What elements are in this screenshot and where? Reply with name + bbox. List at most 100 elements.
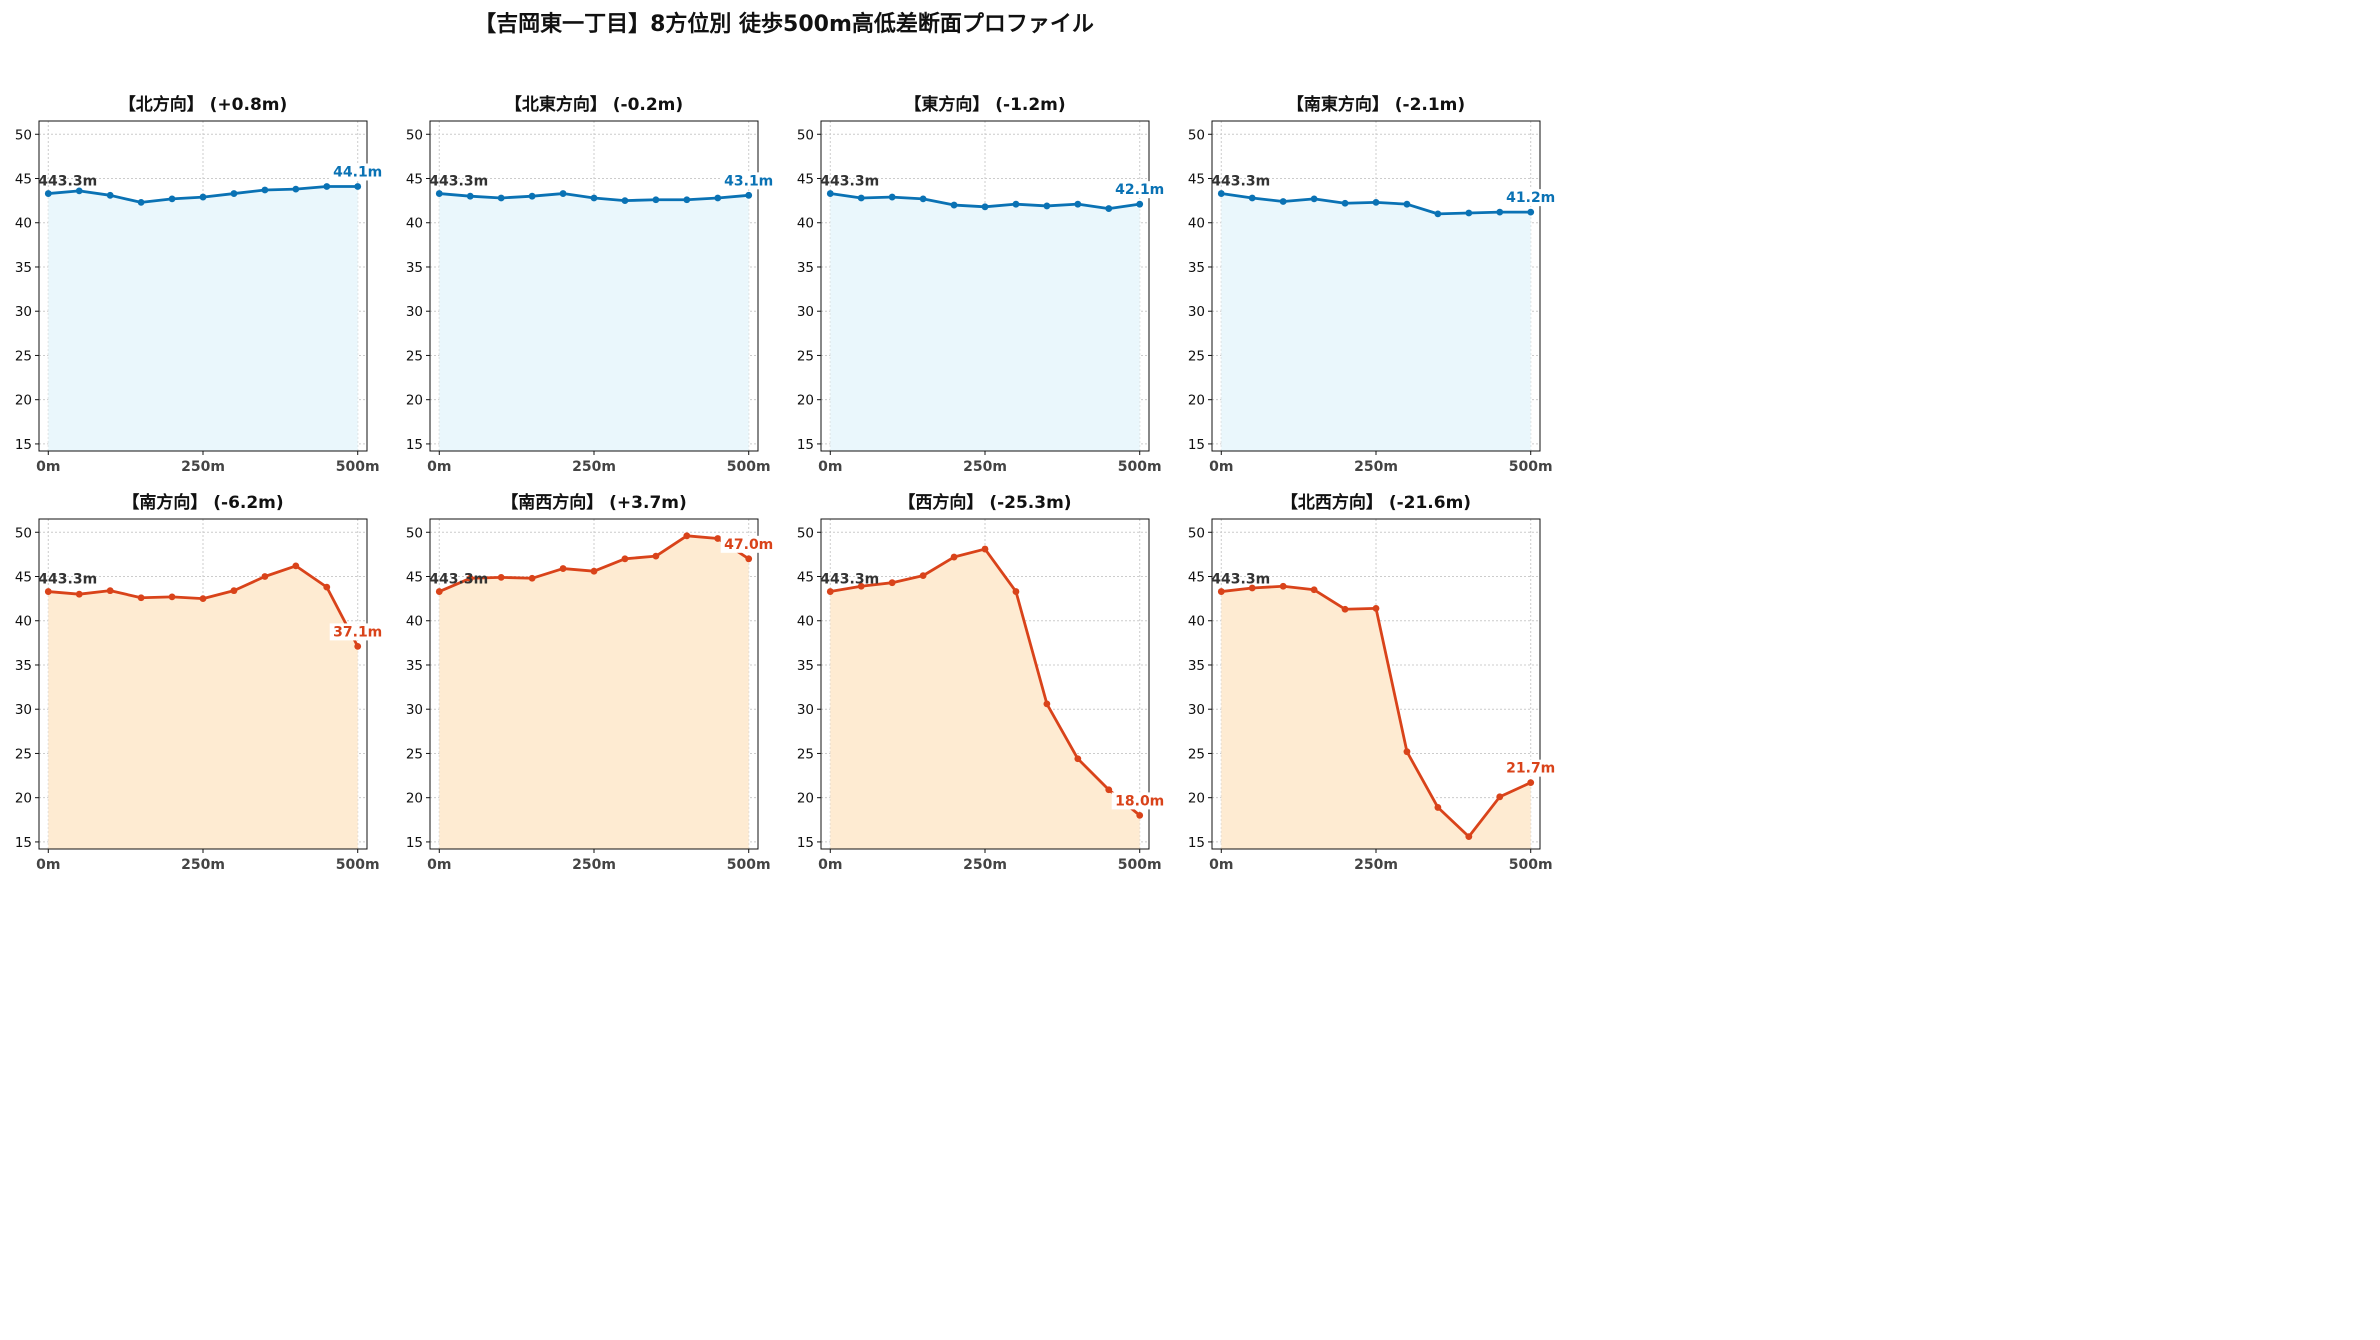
y-tick-label: 20 <box>1188 393 1205 409</box>
y-tick-label: 45 <box>406 172 423 188</box>
data-point <box>950 201 958 209</box>
x-tick-label: 500m <box>1509 459 1553 475</box>
y-tick-label: 50 <box>797 127 814 143</box>
y-tick-label: 30 <box>15 702 32 718</box>
y-tick-label: 25 <box>15 746 32 762</box>
y-tick-label: 15 <box>797 437 814 453</box>
data-point <box>292 185 300 193</box>
data-point <box>826 588 834 595</box>
x-tick-label: 250m <box>572 857 616 873</box>
data-point <box>466 574 474 582</box>
y-tick-label: 35 <box>1188 260 1205 276</box>
y-tick-label: 50 <box>1188 127 1205 143</box>
data-point <box>230 587 238 595</box>
end-label-box <box>1111 792 1168 810</box>
data-point <box>683 532 691 540</box>
y-tick-label: 25 <box>797 746 814 762</box>
y-tick-label: 35 <box>1188 658 1205 674</box>
start-elevation-label: 443.3m <box>820 572 879 588</box>
y-tick-label: 40 <box>15 614 32 630</box>
y-tick-label: 20 <box>406 393 423 409</box>
y-tick-label: 35 <box>406 658 423 674</box>
start-elevation-label: 443.3m <box>429 174 488 190</box>
data-point <box>1074 755 1082 763</box>
y-tick-label: 40 <box>1188 216 1205 232</box>
data-point <box>137 594 145 602</box>
area-fill <box>48 565 358 849</box>
area-fill <box>830 549 1140 849</box>
data-point <box>1105 205 1113 212</box>
data-point <box>435 190 443 197</box>
end-label-box <box>329 623 386 641</box>
end-label-box <box>720 535 777 553</box>
panel-title: 【南方向】 (-6.2m) <box>122 492 283 513</box>
y-tick-label: 35 <box>406 260 423 276</box>
data-point <box>714 535 722 542</box>
y-tick-label: 45 <box>1188 570 1205 586</box>
data-point <box>75 187 83 195</box>
x-tick-label: 250m <box>572 459 616 475</box>
data-point <box>44 588 52 595</box>
y-tick-label: 35 <box>15 260 32 276</box>
x-tick-label: 500m <box>1118 459 1162 475</box>
y-tick-label: 25 <box>406 348 423 364</box>
end-elevation-label: 37.1m <box>333 624 382 640</box>
y-tick-label: 50 <box>406 525 423 541</box>
data-point <box>1105 786 1113 794</box>
data-point <box>354 642 362 650</box>
panel-title: 【南東方向】 (-2.1m) <box>1287 94 1465 115</box>
data-point <box>1465 209 1473 217</box>
y-tick-label: 35 <box>797 260 814 276</box>
y-tick-label: 20 <box>15 791 32 807</box>
data-point <box>857 194 865 202</box>
data-point <box>981 545 989 553</box>
data-point <box>1341 605 1349 613</box>
x-tick-label: 500m <box>727 459 771 475</box>
data-point <box>466 192 474 200</box>
data-point <box>230 190 238 197</box>
area-fill <box>439 535 749 849</box>
panel-title: 【西方向】 (-25.3m) <box>898 492 1071 513</box>
y-tick-label: 15 <box>406 835 423 851</box>
data-point <box>745 191 753 199</box>
data-point <box>292 562 300 570</box>
y-tick-label: 30 <box>15 304 32 320</box>
data-point <box>1217 588 1225 595</box>
data-point <box>1527 208 1535 216</box>
x-tick-label: 250m <box>181 459 225 475</box>
y-tick-label: 20 <box>1188 791 1205 807</box>
data-point <box>714 194 722 202</box>
data-point <box>1403 748 1411 756</box>
y-tick-label: 20 <box>797 393 814 409</box>
data-point <box>199 595 207 603</box>
data-point <box>1248 194 1256 202</box>
area-fill <box>48 186 358 451</box>
x-tick-label: 0m <box>818 857 842 873</box>
y-tick-label: 45 <box>1188 172 1205 188</box>
start-elevation-label: 443.3m <box>38 174 97 190</box>
y-tick-label: 30 <box>797 304 814 320</box>
data-point <box>497 194 505 202</box>
x-tick-label: 250m <box>1354 857 1398 873</box>
y-tick-label: 40 <box>406 216 423 232</box>
x-tick-label: 0m <box>36 857 60 873</box>
data-point <box>1372 604 1380 612</box>
y-tick-label: 25 <box>1188 746 1205 762</box>
data-point <box>1310 586 1318 594</box>
data-point <box>950 553 958 561</box>
data-point <box>652 552 660 560</box>
data-point <box>1496 793 1504 801</box>
data-point <box>1136 200 1144 208</box>
data-point <box>261 573 269 580</box>
end-elevation-label: 47.0m <box>724 537 773 553</box>
data-point <box>590 567 598 575</box>
data-point <box>559 190 567 197</box>
y-tick-label: 50 <box>797 525 814 541</box>
y-tick-label: 30 <box>1188 304 1205 320</box>
